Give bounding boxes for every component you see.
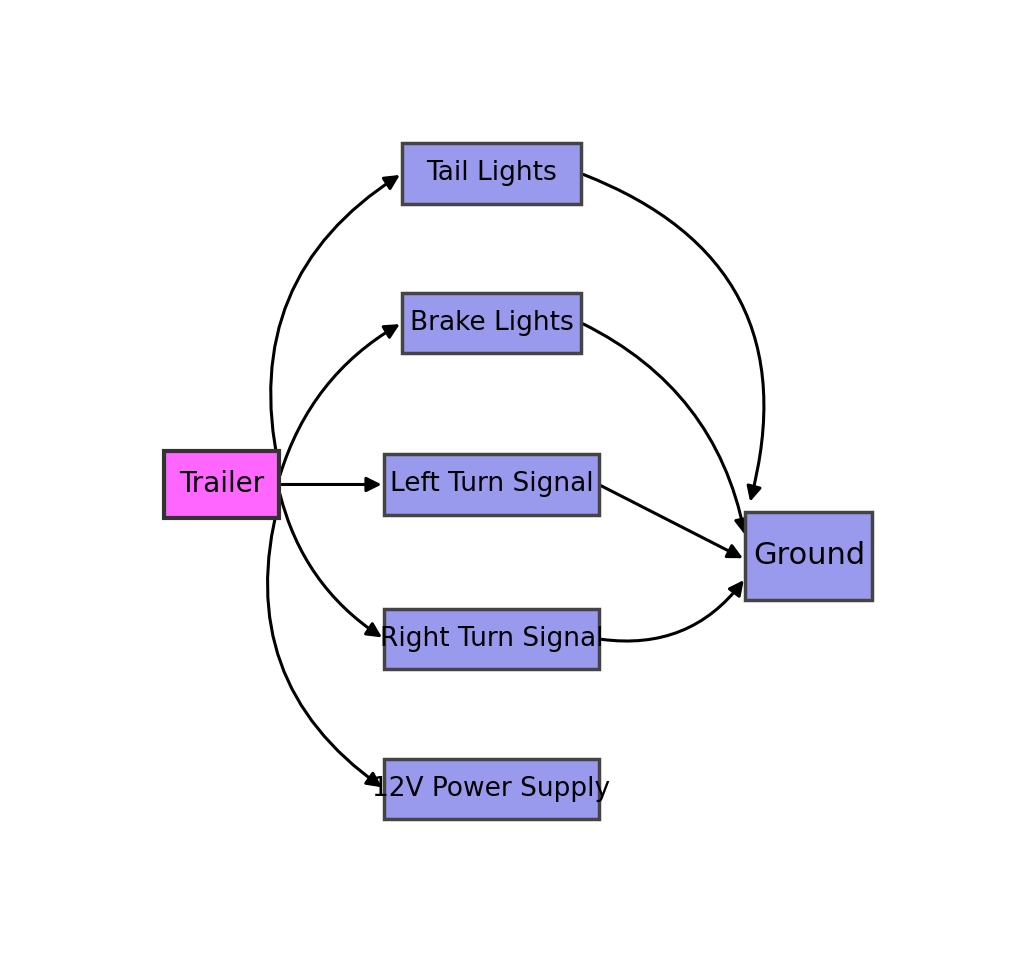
- Text: Tail Lights: Tail Lights: [426, 160, 557, 186]
- FancyBboxPatch shape: [384, 608, 599, 669]
- FancyBboxPatch shape: [164, 452, 280, 518]
- Text: Ground: Ground: [753, 541, 865, 570]
- Text: 12V Power Supply: 12V Power Supply: [373, 775, 610, 802]
- FancyBboxPatch shape: [402, 292, 581, 352]
- Text: Right Turn Signal: Right Turn Signal: [380, 626, 603, 652]
- FancyBboxPatch shape: [402, 143, 581, 203]
- Text: Brake Lights: Brake Lights: [410, 309, 573, 336]
- FancyBboxPatch shape: [384, 759, 599, 819]
- Text: Trailer: Trailer: [179, 471, 264, 499]
- FancyBboxPatch shape: [745, 512, 872, 600]
- FancyBboxPatch shape: [384, 455, 599, 515]
- Text: Left Turn Signal: Left Turn Signal: [390, 472, 593, 498]
